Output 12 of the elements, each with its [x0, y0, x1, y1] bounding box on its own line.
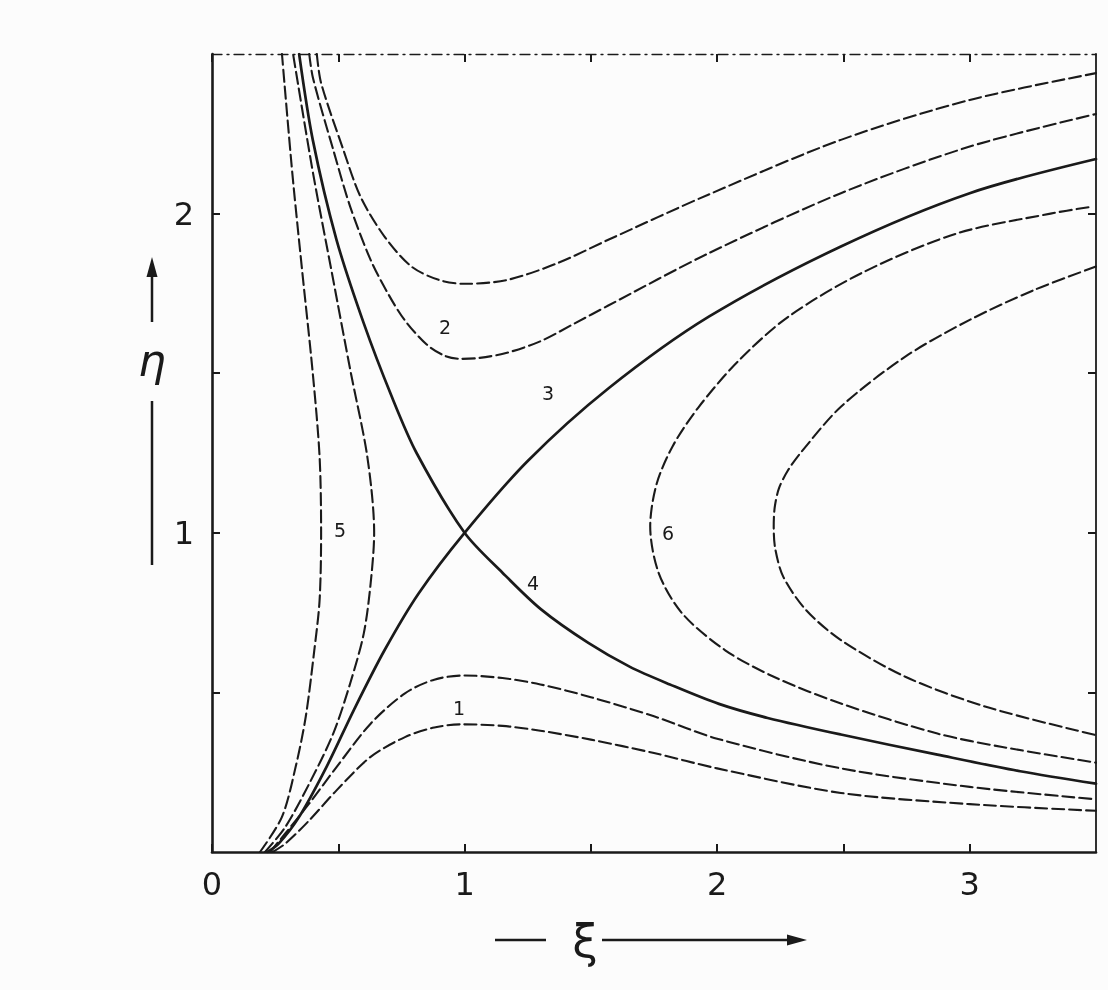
x-tick-label: 1 [454, 865, 475, 903]
annotation: 2 [438, 316, 452, 338]
annotation: 3 [541, 382, 555, 404]
x-axis-title: ξ [572, 914, 598, 968]
annotation: 6 [661, 522, 675, 544]
x-tick-label: 2 [706, 865, 728, 903]
annotation: 5 [333, 519, 347, 541]
annotation: 4 [526, 572, 540, 594]
x-tick-label: 3 [959, 865, 980, 903]
y-axis-title: η [138, 334, 166, 386]
annotation: 1 [452, 697, 466, 719]
x-tick-label: 0 [201, 865, 223, 903]
